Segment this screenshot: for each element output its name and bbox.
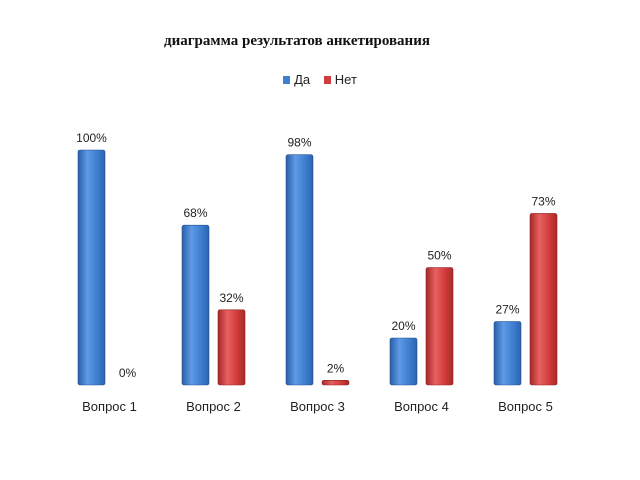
x-tick-label-4: Вопрос 4 xyxy=(394,399,449,414)
data-label-no-2: 32% xyxy=(219,291,243,305)
bar-yes-4 xyxy=(389,337,418,386)
bar-no-4 xyxy=(425,267,454,386)
data-label-no-1: 0% xyxy=(119,366,137,380)
legend-label-no: Нет xyxy=(334,72,357,87)
bars-group xyxy=(77,149,558,386)
bar-yes-1 xyxy=(77,149,106,386)
legend-label-yes: Да xyxy=(294,72,311,87)
x-tick-labels-group: Вопрос 1 Вопрос 2 Вопрос 3 Вопрос 4 Вопрос 5 xyxy=(82,399,553,414)
legend-swatch-yes xyxy=(283,76,291,84)
data-label-yes-4: 20% xyxy=(391,319,415,333)
x-tick-label-5: Вопрос 5 xyxy=(498,399,553,414)
bar-yes-2 xyxy=(181,224,210,386)
chart-title: диаграмма результатов анкетирования xyxy=(164,33,430,49)
x-tick-label-2: Вопрос 2 xyxy=(186,399,241,414)
x-tick-label-1: Вопрос 1 xyxy=(82,399,137,414)
data-label-yes-2: 68% xyxy=(183,206,207,220)
x-tick-label-3: Вопрос 3 xyxy=(290,399,345,414)
bar-no-2 xyxy=(217,309,246,386)
bar-yes-3 xyxy=(285,154,314,386)
legend: Да Нет xyxy=(0,72,640,87)
data-labels-group: 100% 0% 68% 32% 98% 2% 20% 50% 27% 73% xyxy=(76,131,556,380)
data-label-yes-1: 100% xyxy=(76,131,107,145)
data-label-yes-3: 98% xyxy=(287,136,311,150)
data-label-no-3: 2% xyxy=(327,361,345,375)
legend-swatch-no xyxy=(323,76,331,84)
bar-no-3 xyxy=(321,379,350,386)
legend-item-yes: Да xyxy=(283,72,310,87)
bar-no-5 xyxy=(529,213,558,386)
data-label-no-4: 50% xyxy=(427,249,451,263)
bar-yes-5 xyxy=(493,321,522,386)
data-label-no-5: 73% xyxy=(531,194,555,208)
data-label-yes-5: 27% xyxy=(495,303,519,317)
legend-item-no: Нет xyxy=(323,72,357,87)
